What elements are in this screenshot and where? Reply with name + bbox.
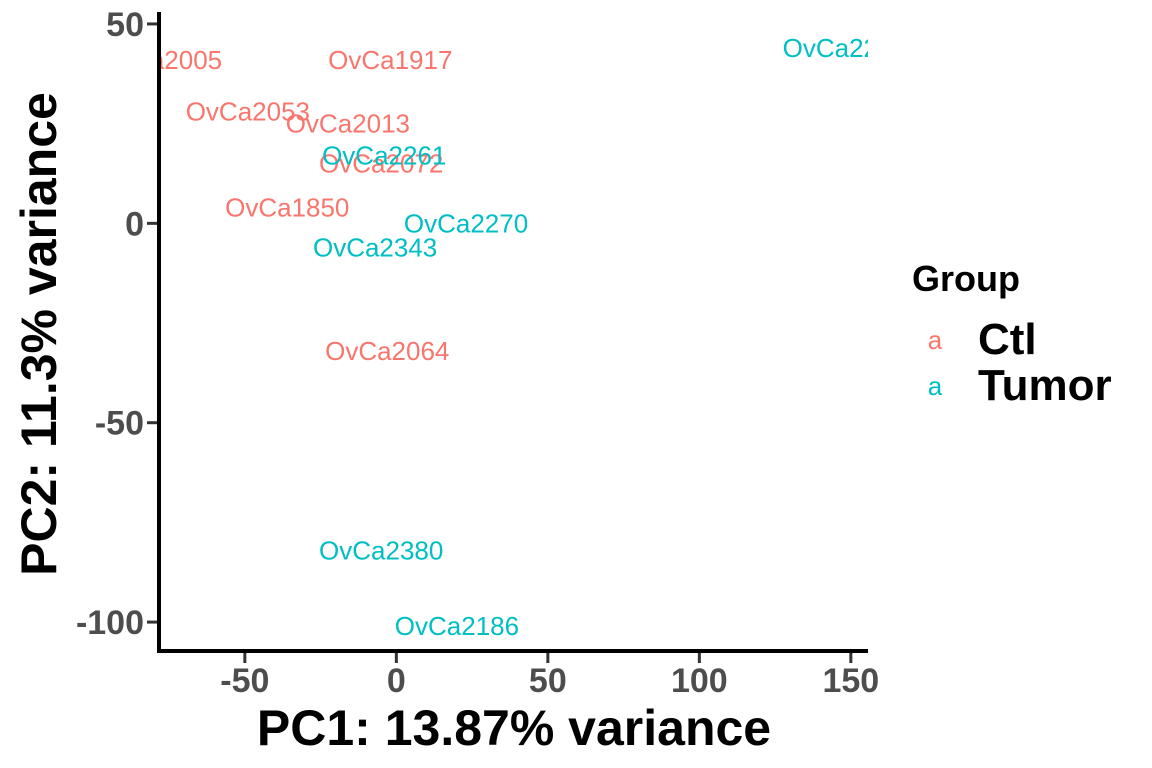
point-label-ovca2064: OvCa2064 xyxy=(325,336,449,366)
y-tick-label: -50 xyxy=(95,405,144,443)
legend-label-ctl: Ctl xyxy=(978,315,1037,364)
y-tick-label: 0 xyxy=(125,205,144,243)
x-tick-label: 100 xyxy=(671,662,728,700)
point-label-ovca2380: OvCa2380 xyxy=(319,535,443,565)
legend-label-tumor: Tumor xyxy=(978,361,1112,410)
y-axis-ticks: 50 0 -50 -100 xyxy=(76,6,157,642)
legend: Group a Ctl a Tumor xyxy=(912,258,1112,410)
legend-title: Group xyxy=(912,258,1020,299)
point-label-ovca1850: OvCa1850 xyxy=(225,192,349,222)
x-tick-label: 0 xyxy=(387,662,406,700)
legend-key-tumor: a xyxy=(928,371,943,401)
x-tick-label: 50 xyxy=(529,662,567,700)
point-label-ovca1917: OvCa1917 xyxy=(328,45,452,75)
point-label-ovca2261: OvCa2261 xyxy=(322,141,446,171)
point-label-ovca2072: OvCa2072 xyxy=(319,149,443,179)
y-tick-label: -100 xyxy=(76,604,144,642)
y-axis-title: PC2: 11.3% variance xyxy=(11,92,67,576)
point-label-ovca2186: OvCa2186 xyxy=(395,611,519,641)
point-label-ovca2005: OvCa2005 xyxy=(98,45,222,75)
x-axis-title: PC1: 13.87% variance xyxy=(257,700,771,756)
point-label-ovca2343: OvCa2343 xyxy=(313,232,437,262)
point-label-ovca2013: OvCa2013 xyxy=(286,109,410,139)
point-label-ovca2053: OvCa2053 xyxy=(186,97,310,127)
point-label-ovca2255: OvCa2255 xyxy=(783,33,907,63)
legend-entries: a Ctl a Tumor xyxy=(928,315,1112,410)
point-label-ovca2270: OvCa2270 xyxy=(404,208,528,238)
x-tick-label: 150 xyxy=(822,662,879,700)
y-tick-label: 50 xyxy=(106,6,144,44)
x-axis-ticks: -50 0 50 100 150 xyxy=(220,653,879,700)
legend-key-ctl: a xyxy=(928,325,943,355)
x-tick-label: -50 xyxy=(220,662,269,700)
